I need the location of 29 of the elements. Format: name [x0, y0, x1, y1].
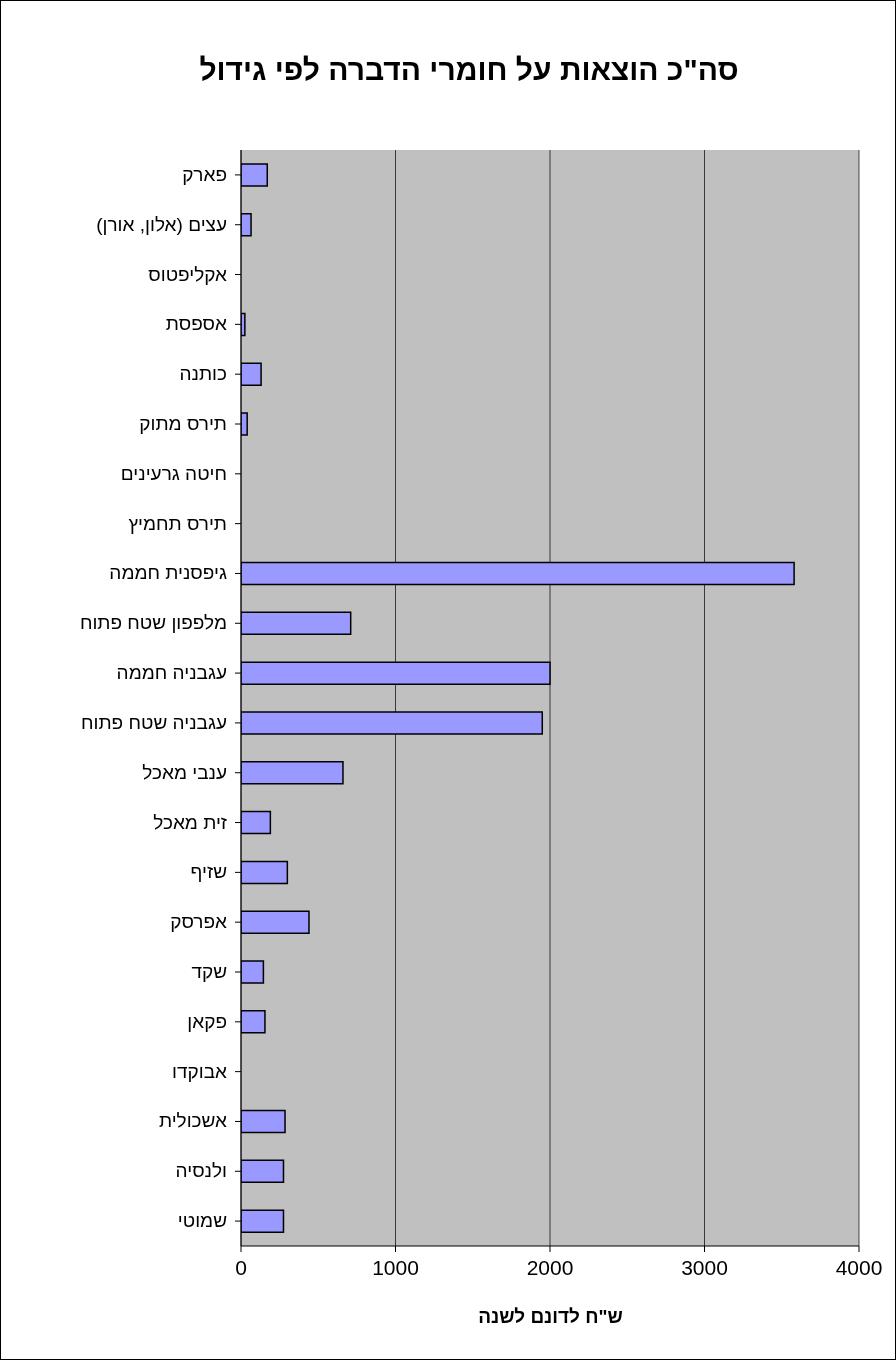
y-tick-label: ענבי מאכל: [142, 761, 227, 783]
y-tick-label: שזיף: [190, 861, 228, 883]
y-tick-label: חיטה גרעינים: [120, 462, 227, 484]
y-tick-label: עצים (אלון, אורן): [96, 213, 227, 235]
y-tick-label: תירס מתוק: [139, 413, 227, 434]
y-tick-label: פארק: [182, 163, 227, 185]
y-tick-label: אשכולית: [158, 1110, 228, 1132]
x-tick-label: 3000: [681, 1255, 728, 1279]
y-tick-label: תירס תחמיץ: [128, 512, 227, 534]
chart-title: סה"כ הוצאות על חומרי הדברה לפי גידול: [198, 53, 740, 87]
y-tick-label: עגבניה חממה: [116, 662, 227, 684]
y-tick-label: מלפפון שטח פתוח: [79, 612, 227, 634]
y-tick-label: אפרסק: [170, 911, 228, 933]
y-tick-label: עגבניה שטח פתוח: [81, 711, 227, 733]
y-tick-label: גיפסנית חממה: [109, 562, 227, 584]
x-axis-title: ש"ח לדונם לשנה: [477, 1306, 624, 1328]
y-tick-label: זית מאכל: [153, 811, 227, 833]
y-tick-label: פקאן: [187, 1010, 227, 1032]
y-tick-label: אספסת: [165, 313, 228, 335]
y-tick-label: שקד: [191, 961, 228, 982]
y-tick-label: שמוטי: [177, 1210, 228, 1232]
y-tick-label: ולנסיה: [175, 1160, 227, 1182]
x-tick-label: 1000: [372, 1255, 419, 1279]
y-tick-label: כותנה: [179, 363, 227, 385]
y-tick-label: אבוקדו: [172, 1060, 228, 1082]
x-tick-label: 4000: [835, 1255, 883, 1279]
x-tick-label: 0: [235, 1255, 247, 1279]
x-tick-label: 2000: [526, 1255, 574, 1279]
y-tick-label: אקליפטוס: [148, 263, 228, 285]
